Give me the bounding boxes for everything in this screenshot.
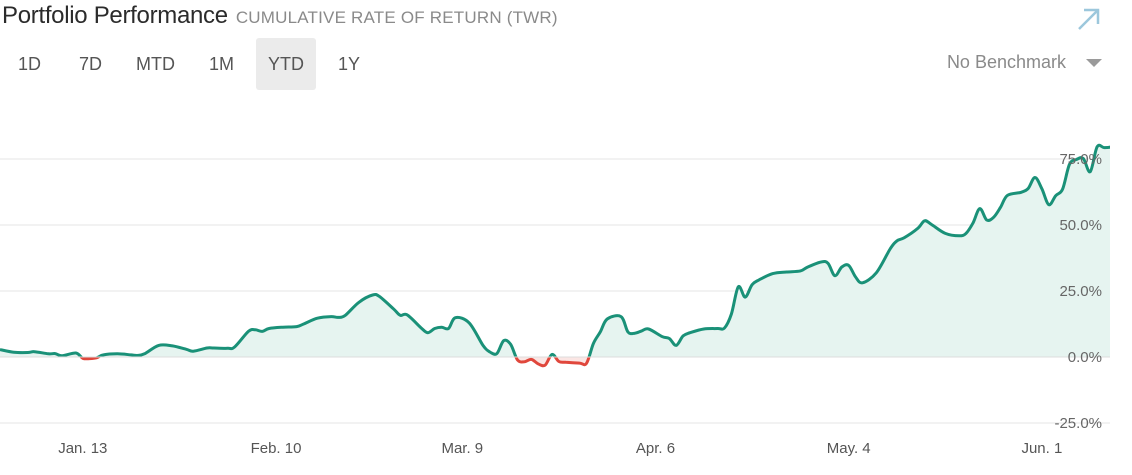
benchmark-dropdown[interactable]: No Benchmark: [947, 52, 1102, 73]
tab-ytd[interactable]: YTD: [256, 38, 317, 90]
x-tick-label: May. 4: [827, 440, 871, 457]
benchmark-selected: No Benchmark: [946, 52, 1066, 72]
tab-7d[interactable]: 7D: [79, 54, 103, 74]
tab-1d[interactable]: 1D: [18, 54, 42, 74]
tab-1y[interactable]: 1Y: [338, 54, 361, 74]
x-tick-label: Mar. 9: [441, 440, 483, 457]
y-tick-label: 25.0%: [1059, 283, 1102, 300]
area-fill-positive: [0, 145, 1110, 357]
x-tick-label: Apr. 6: [636, 440, 675, 457]
chart-header: Portfolio Performance CUMULATIVE RATE OF…: [2, 2, 558, 34]
page-title: Portfolio Performance: [2, 2, 228, 29]
y-tick-label: 75.0%: [1059, 151, 1102, 168]
y-tick-label: 0.0%: [1068, 349, 1102, 366]
chevron-down-icon: [1086, 58, 1102, 67]
x-tick-label: Jan. 13: [58, 440, 107, 457]
x-tick-label: Jun. 1: [1021, 440, 1062, 457]
y-tick-label: 50.0%: [1059, 217, 1102, 234]
series-line-positive: [0, 143, 1110, 357]
x-tick-label: Feb. 10: [251, 440, 302, 457]
chart-subtitle: CUMULATIVE RATE OF RETURN (TWR): [235, 8, 558, 27]
tab-mtd[interactable]: MTD: [136, 54, 176, 74]
tab-1m[interactable]: 1M: [209, 54, 235, 74]
time-range-tabs: 1D 7D MTD 1M YTD 1Y: [0, 38, 382, 90]
y-tick-label: -25.0%: [1054, 415, 1102, 432]
expand-arrow-icon[interactable]: [1076, 6, 1102, 32]
